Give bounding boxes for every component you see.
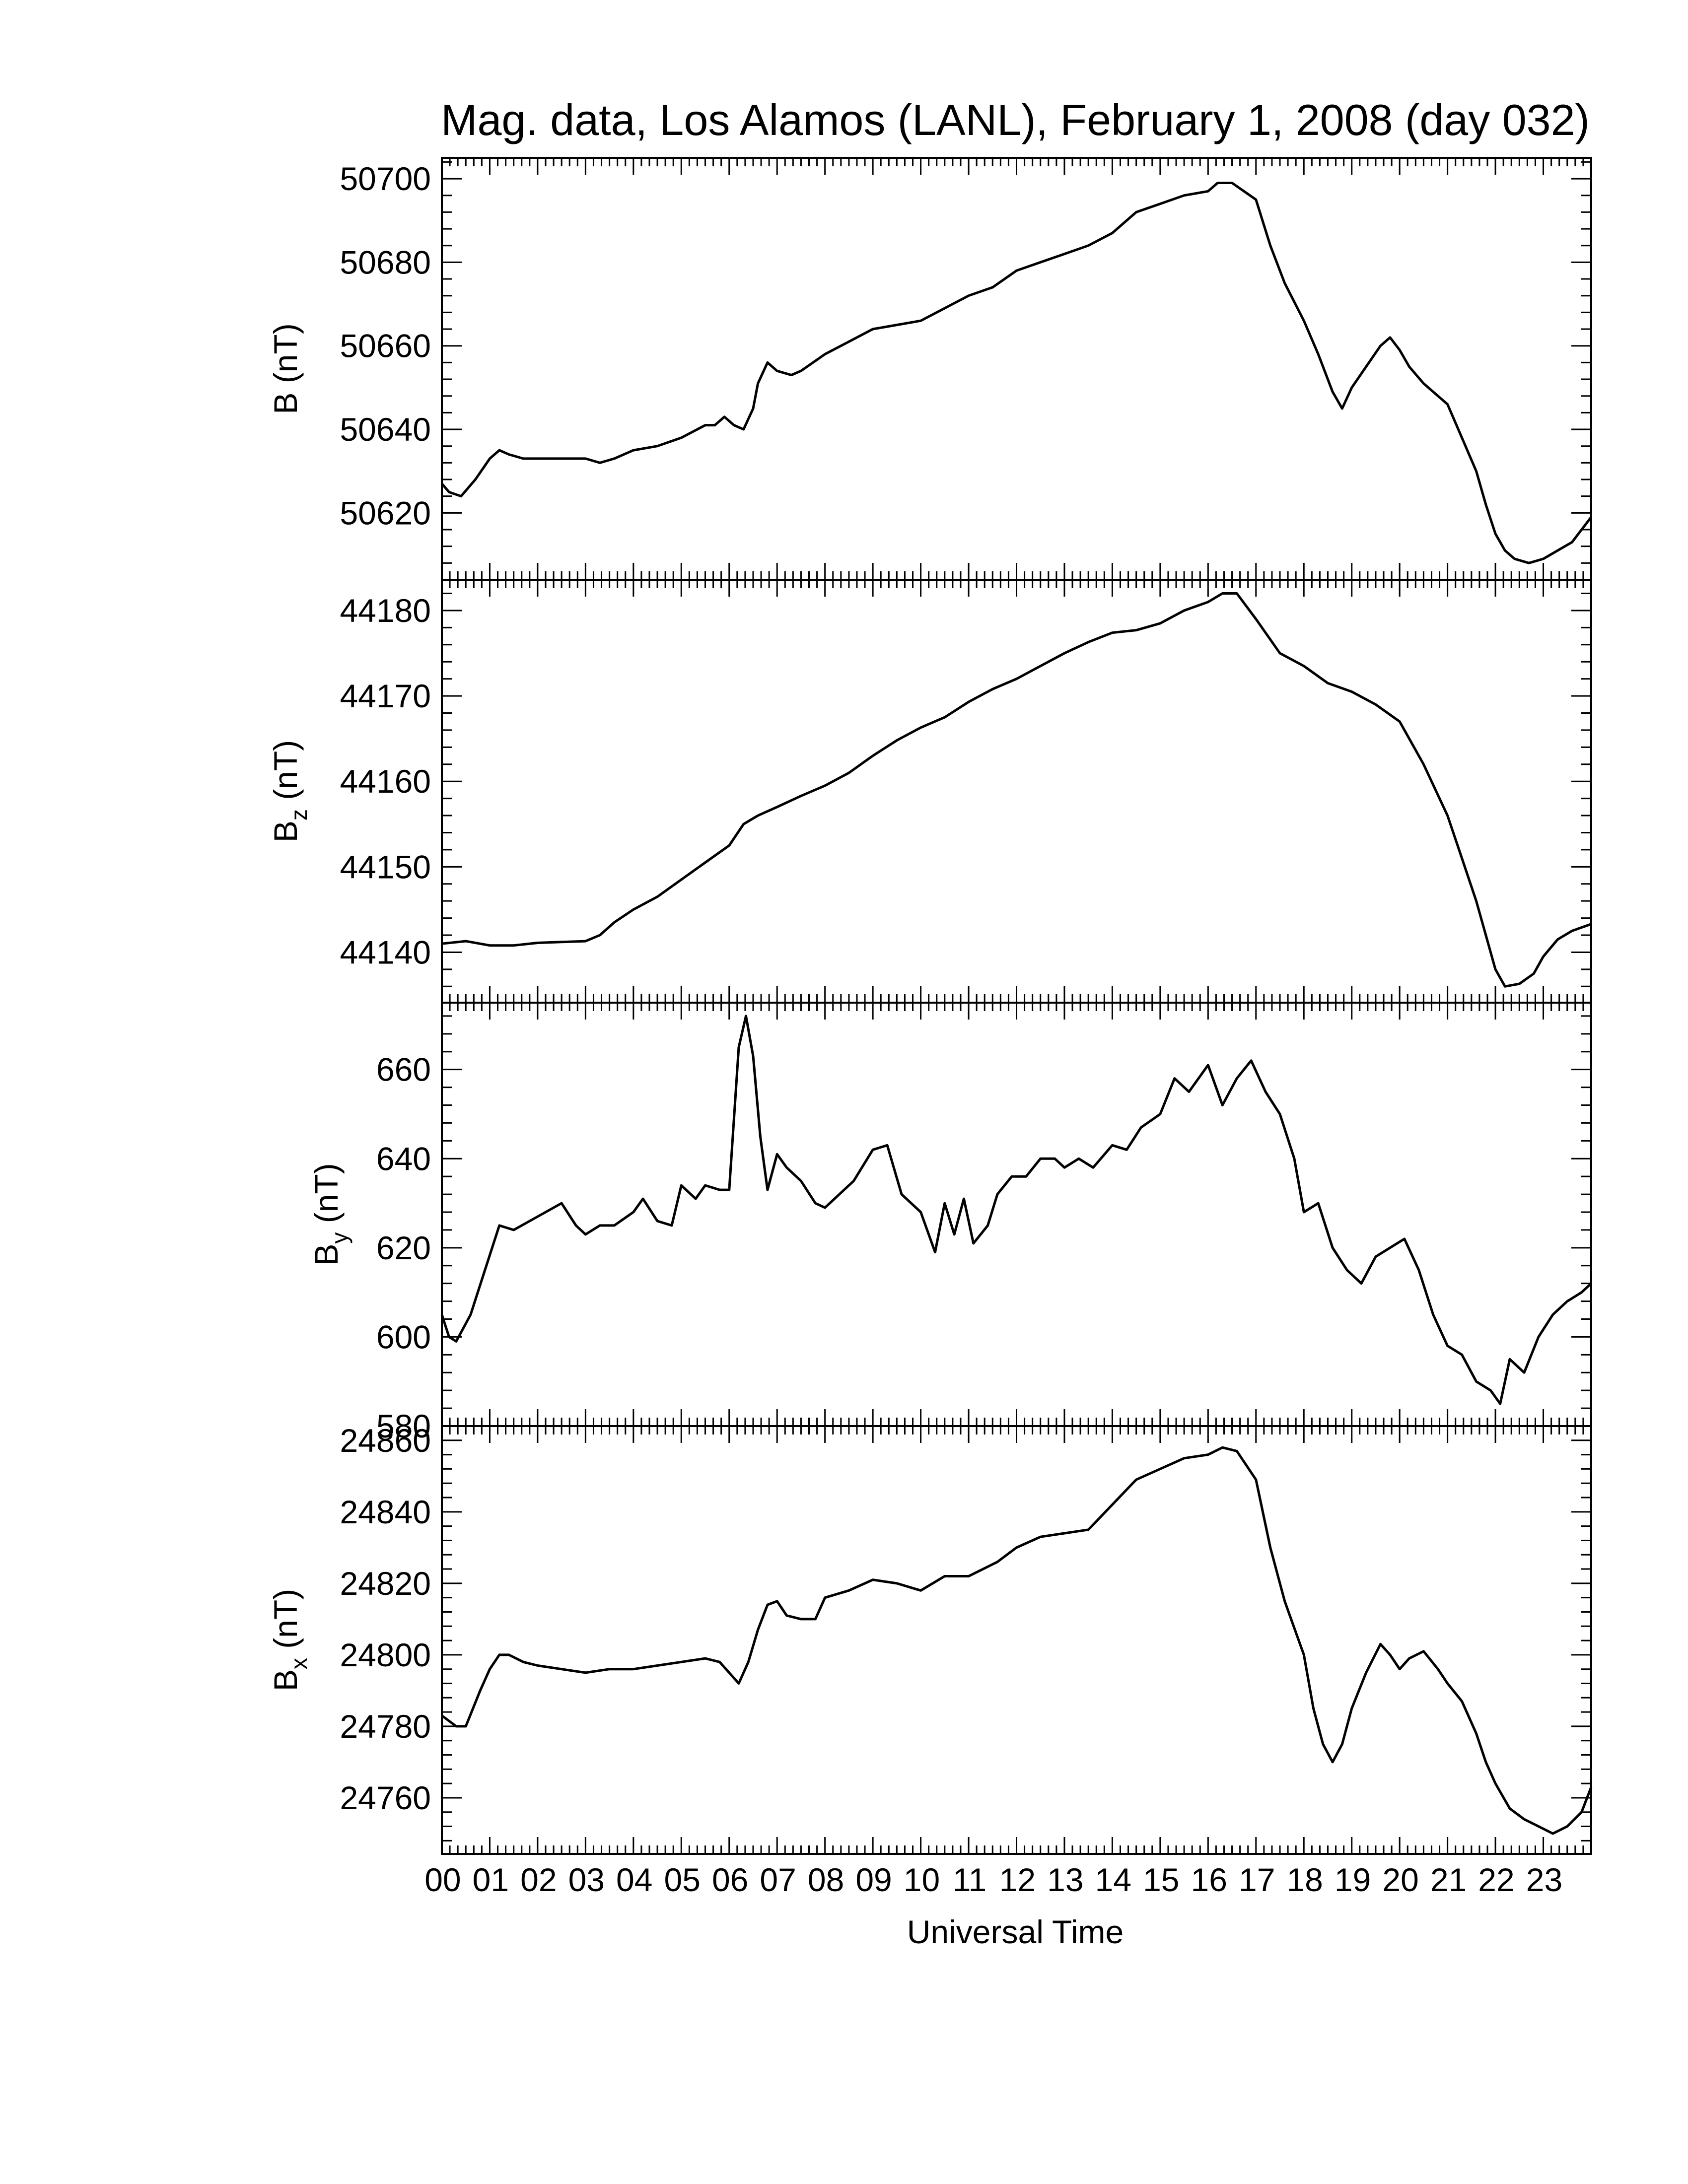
by-y-tick-label: 640 xyxy=(376,1140,431,1177)
x-tick-label: 07 xyxy=(760,1861,796,1898)
x-tick-label: 09 xyxy=(855,1861,892,1898)
panel-by: 580 600 620 640 660 By (nT) xyxy=(308,1002,1592,1444)
x-tick-label: 11 xyxy=(953,1861,987,1898)
panel-bx: 24760 24780 24800 24820 24840 24860 Bx (nT) xyxy=(267,1422,1593,1855)
x-tick-label: 06 xyxy=(712,1861,748,1898)
by-y-tick-label: 600 xyxy=(376,1318,431,1355)
bx-y-tick-label: 24760 xyxy=(340,1779,431,1816)
bz-series-line xyxy=(441,592,1592,988)
bx-y-axis-label: Bx (nT) xyxy=(267,1589,312,1691)
bx-series-line xyxy=(441,1446,1593,1835)
x-tick-label: 17 xyxy=(1239,1861,1275,1898)
by-series-line xyxy=(440,1015,1592,1405)
by-y-axis-label: By (nT) xyxy=(308,1163,352,1265)
x-tick-label: 13 xyxy=(1047,1861,1083,1898)
x-tick-label: 23 xyxy=(1526,1861,1562,1898)
b-y-tick-label: 50620 xyxy=(340,494,431,531)
x-tick-label: 08 xyxy=(808,1861,844,1898)
b-y-tick-label: 50680 xyxy=(340,244,431,280)
by-y-tick-label: 660 xyxy=(376,1051,431,1088)
bx-frame xyxy=(441,1425,1592,1855)
x-axis-tick-labels: 00 01 02 03 04 05 06 07 08 09 10 11 12 13 14 15 16 17 18 19… xyxy=(424,1861,1562,1898)
x-tick-label: 16 xyxy=(1191,1861,1227,1898)
panel-bz: 44140 44150 44160 44170 44180 Bz (nT) xyxy=(267,579,1592,1004)
x-tick-label: 18 xyxy=(1286,1861,1323,1898)
b-y-tick-label: 50640 xyxy=(340,411,431,448)
b-y-tick-label: 50660 xyxy=(340,328,431,364)
bz-y-axis-label: Bz (nT) xyxy=(267,740,312,842)
x-tick-label: 10 xyxy=(904,1861,940,1898)
x-tick-label: 14 xyxy=(1095,1861,1131,1898)
b-y-tick-label: 50700 xyxy=(340,160,431,197)
x-axis-label: Universal Time xyxy=(907,1913,1124,1950)
by-y-tick-label: 580 xyxy=(376,1408,431,1444)
bx-y-tick-label: 24800 xyxy=(340,1637,431,1673)
bx-y-tick-label: 24820 xyxy=(340,1565,431,1602)
chart-title: Mag. data, Los Alamos (LANL), February 1… xyxy=(441,95,1590,144)
x-tick-label: 19 xyxy=(1335,1861,1371,1898)
bx-y-tick-label: 24840 xyxy=(340,1494,431,1530)
x-tick-label: 03 xyxy=(568,1861,605,1898)
x-tick-label: 22 xyxy=(1478,1861,1514,1898)
x-tick-label: 05 xyxy=(664,1861,701,1898)
bx-y-tick-label: 24780 xyxy=(340,1708,431,1745)
x-tick-label: 15 xyxy=(1143,1861,1179,1898)
bz-y-tick-label: 44160 xyxy=(340,763,431,800)
bz-y-tick-label: 44180 xyxy=(340,592,431,629)
x-tick-label: 02 xyxy=(520,1861,557,1898)
b-y-axis-label: B (nT) xyxy=(267,323,304,414)
x-tick-label: 20 xyxy=(1382,1861,1418,1898)
x-tick-label: 12 xyxy=(999,1861,1036,1898)
bz-y-tick-label: 44170 xyxy=(340,678,431,714)
bx-y-tick-label: 24860 xyxy=(340,1422,431,1459)
x-tick-label: 01 xyxy=(473,1861,509,1898)
b-series-line xyxy=(441,182,1592,564)
x-tick-label: 21 xyxy=(1430,1861,1467,1898)
bz-y-tick-label: 44140 xyxy=(340,934,431,970)
x-tick-label: 00 xyxy=(424,1861,461,1898)
by-y-tick-label: 620 xyxy=(376,1229,431,1266)
bz-frame xyxy=(441,579,1592,1004)
bz-y-tick-label: 44150 xyxy=(340,848,431,885)
panel-b: 50620 50640 50660 50680 50700 B (nT) xyxy=(267,157,1592,581)
by-frame xyxy=(441,1002,1592,1427)
x-tick-label: 04 xyxy=(616,1861,652,1898)
b-frame xyxy=(441,157,1592,581)
